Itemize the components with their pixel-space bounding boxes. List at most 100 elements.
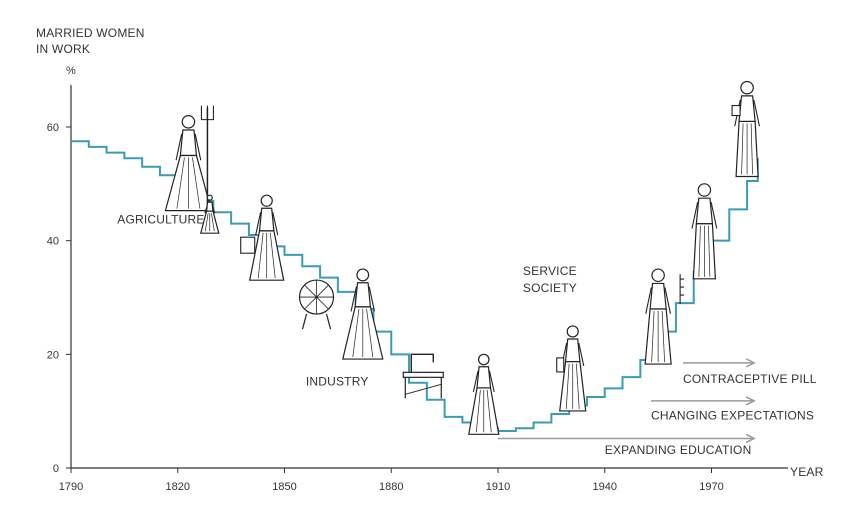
figure-fold	[708, 225, 711, 277]
pitchfork-tines	[200, 105, 214, 121]
figure-head	[697, 183, 712, 197]
x-axis-label: YEAR	[790, 465, 824, 479]
figure-fold	[204, 213, 209, 232]
factory-woman-icon	[468, 353, 500, 435]
figure-torso	[649, 282, 667, 310]
annotation-5: CHANGING EXPECTATIONS	[651, 409, 814, 423]
machine-brace	[405, 383, 442, 395]
wheel-spoke	[316, 296, 329, 310]
trend-arrow-head-1	[745, 396, 756, 406]
figure-arm-left	[255, 212, 262, 236]
trend-arrow-head-2	[745, 433, 756, 444]
wheel-spoke	[316, 284, 329, 298]
y-tick-label: 0	[53, 463, 59, 475]
figure-arm-left	[645, 287, 652, 314]
figure-fold	[486, 389, 492, 433]
x-tick-label: 1790	[59, 481, 83, 493]
y-axis-unit: %	[66, 65, 76, 77]
figure-arm-left	[175, 133, 183, 161]
annotation-4: CONTRACEPTIVE PILL	[683, 372, 817, 386]
figure-arm-right	[753, 99, 760, 127]
x-tick-label: 1940	[593, 481, 617, 493]
figure-torso	[205, 201, 214, 212]
figure-head	[477, 353, 490, 366]
figure-fold	[741, 123, 744, 175]
figure-arm-right	[368, 286, 376, 312]
woman-carrying-basket-icon	[240, 194, 285, 281]
figure-torso	[258, 207, 275, 232]
y-tick-label: 20	[47, 349, 59, 361]
chart-board	[679, 274, 685, 305]
figure-torso	[564, 338, 581, 363]
figure-fold	[352, 308, 360, 358]
wheel-spoke	[304, 284, 317, 298]
annotation-0: AGRICULTURE	[117, 213, 204, 227]
farm-woman-pitchfork-icon	[164, 105, 214, 212]
figure-arm-left	[472, 370, 479, 393]
figure-head	[206, 194, 213, 201]
trend-arrows	[498, 358, 756, 444]
wheel-spoke	[304, 296, 317, 310]
modern-woman-icon	[731, 80, 760, 178]
figure-fold	[661, 310, 665, 363]
figure-head	[740, 80, 754, 95]
handbag	[731, 104, 741, 117]
handbag	[556, 357, 565, 373]
figure-fold	[698, 225, 701, 277]
annotation-2: SERVICE	[523, 264, 577, 278]
figure-fold	[475, 389, 481, 433]
x-tick-label: 1820	[166, 481, 190, 493]
child-icon	[199, 194, 220, 234]
figure-fold	[366, 308, 374, 358]
woman-standing-icon	[342, 268, 384, 360]
figure-fold	[565, 363, 570, 409]
figure-fold	[651, 310, 655, 363]
figure-arm-right	[578, 342, 585, 366]
wheel-leg	[301, 313, 308, 330]
x-tick-label: 1910	[486, 481, 510, 493]
office-woman-icon	[691, 183, 718, 280]
figure-fold	[269, 232, 276, 279]
figure-fold	[257, 232, 264, 279]
annotation-labels: AGRICULTURE INDUSTRY SERVICE SOCIETY CONTRAC…	[117, 213, 817, 457]
figure-torso	[179, 129, 198, 157]
figure-head	[181, 115, 196, 129]
tick-labels: 1790 1820 1850 1880 1910 1940 1970 0 20 40 60	[47, 122, 724, 493]
x-tick-label: 1880	[379, 481, 403, 493]
figure-head	[260, 194, 273, 207]
sewing-machine-icon	[402, 353, 444, 399]
figure-torso	[738, 95, 756, 123]
figure-head	[356, 268, 370, 282]
y-axis-label-line-2: IN WORK	[36, 42, 90, 56]
figure-arm-right	[194, 133, 202, 161]
figure-arm-left	[691, 202, 699, 229]
figure-torso	[695, 197, 714, 225]
figure-head	[651, 268, 665, 283]
annotation-6: EXPANDING EDUCATION	[605, 443, 752, 457]
professional-woman-icon	[644, 268, 685, 365]
y-axis-label-line-1: MARRIED WOMEN	[36, 26, 145, 40]
figure-arm-right	[488, 370, 495, 393]
figure-arm-right	[211, 205, 216, 214]
illustrations	[164, 80, 760, 435]
figure-fold	[750, 123, 753, 175]
basket	[240, 236, 256, 254]
y-tick-label: 40	[47, 236, 59, 248]
service-woman-icon	[556, 325, 587, 412]
figure-arm-right	[710, 202, 718, 229]
figure-arm-left	[350, 286, 357, 312]
y-tick-label: 60	[47, 122, 59, 134]
axes	[66, 85, 788, 473]
machine-table	[402, 371, 444, 378]
spinning-wheel-icon	[298, 279, 335, 330]
figure-arm-right	[272, 212, 279, 236]
figure-arm-right	[664, 287, 672, 314]
figure-fold	[575, 363, 580, 409]
figure-torso	[354, 282, 372, 308]
figure-head	[566, 325, 579, 338]
figure-fold	[192, 157, 201, 209]
trend-arrow-head-0	[745, 358, 756, 368]
figure-fold	[211, 213, 215, 232]
